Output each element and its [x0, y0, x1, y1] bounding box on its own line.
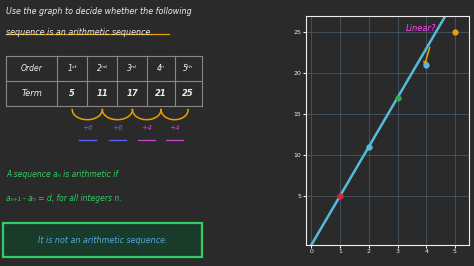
FancyBboxPatch shape: [3, 223, 201, 257]
Text: 5: 5: [69, 89, 75, 98]
Text: +6: +6: [82, 125, 92, 131]
Text: Linear?: Linear?: [406, 24, 437, 33]
Text: sequence is an arithmetic sequence.: sequence is an arithmetic sequence.: [6, 28, 153, 37]
Text: 1ˢᵗ: 1ˢᵗ: [67, 64, 77, 73]
Text: 2ⁿᵈ: 2ⁿᵈ: [97, 64, 108, 73]
Text: 3ʳᵈ: 3ʳᵈ: [128, 64, 137, 73]
Text: 21: 21: [155, 89, 167, 98]
Text: +6: +6: [112, 125, 123, 131]
Text: A sequence aₙ is arithmetic if: A sequence aₙ is arithmetic if: [6, 170, 118, 179]
Text: +4: +4: [141, 125, 152, 131]
Text: 17: 17: [127, 89, 138, 98]
Text: Order: Order: [21, 64, 43, 73]
Text: +4: +4: [169, 125, 180, 131]
Text: 4ⁿ: 4ⁿ: [157, 64, 165, 73]
Text: 11: 11: [97, 89, 108, 98]
Text: 25: 25: [182, 89, 194, 98]
Text: It is not an arithmetic sequence.: It is not an arithmetic sequence.: [37, 236, 167, 244]
Text: Term: Term: [21, 89, 42, 98]
Text: 5ᵗʰ: 5ᵗʰ: [183, 64, 193, 73]
Text: aₙ₊₁ - aₙ = d, for all integers n.: aₙ₊₁ - aₙ = d, for all integers n.: [6, 194, 122, 203]
Text: Use the graph to decide whether the following: Use the graph to decide whether the foll…: [6, 7, 192, 16]
